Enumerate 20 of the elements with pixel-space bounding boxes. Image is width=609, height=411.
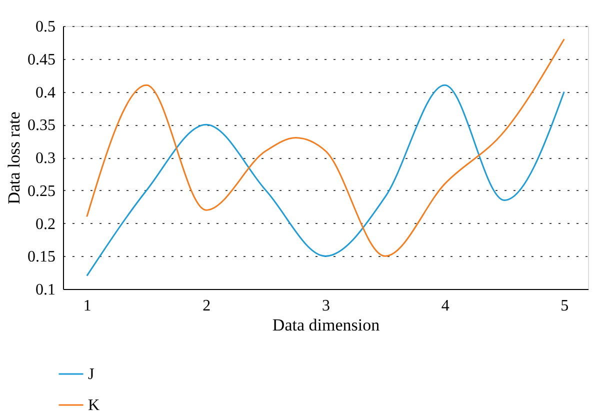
x-tick-label: 3 [322, 298, 330, 314]
x-tick-label: 2 [202, 298, 211, 314]
x-tick-label: 1 [83, 298, 92, 314]
y-tick-label: 0.4 [36, 84, 56, 102]
y-tick-label: 0.15 [28, 248, 56, 266]
y-axis-title: Data loss rate [4, 112, 24, 204]
legend-label: J [88, 366, 94, 383]
y-tick-label: 0.1 [36, 282, 56, 298]
y-tick-label: 0.45 [28, 51, 56, 68]
y-tick-label: 0.2 [36, 216, 56, 233]
line-series [86, 38, 565, 257]
y-tick-label: 0.35 [28, 117, 56, 134]
x-tick-label: 5 [560, 298, 569, 314]
y-tick-label: 0.5 [36, 18, 56, 36]
y-tick-label: 0.25 [28, 182, 56, 200]
y-tick-label: 0.3 [36, 150, 56, 167]
x-tick-label: 4 [441, 298, 450, 314]
x-axis-title: Data dimension [272, 316, 380, 334]
line-series [86, 84, 565, 277]
legend-label: K [88, 397, 100, 411]
